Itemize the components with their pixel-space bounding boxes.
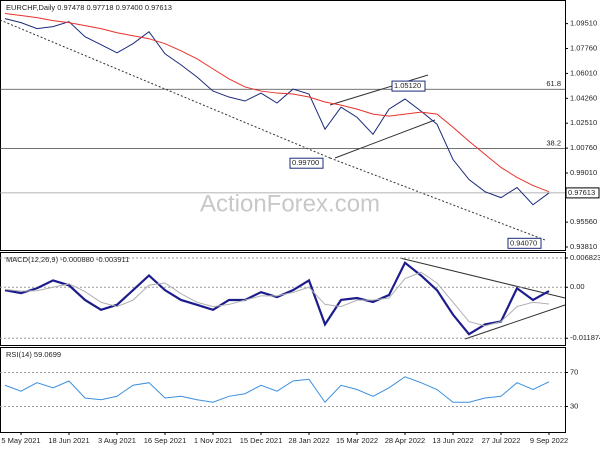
y-tick-label: 0.006823 [570, 253, 600, 262]
fib-label: 61.8 [546, 79, 561, 88]
y-tick-label: 0.99010 [570, 168, 597, 177]
annotation-box [391, 80, 426, 92]
price-legend: EURCHF,Daily 0.97478 0.97718 0.97400 0.9… [6, 3, 172, 12]
x-tick-label: 15 Dec 2021 [240, 436, 283, 445]
rsi-panel [0, 347, 566, 433]
series-line [4, 261, 550, 336]
y-tick-label: 0.00 [570, 282, 585, 291]
last-price-label: 0.97613 [568, 188, 595, 197]
x-tick-label: 27 Jul 2022 [482, 436, 521, 445]
annotation-label: 0.94070 [510, 238, 537, 247]
channel-line [334, 119, 436, 159]
annotation-label: 0.99700 [292, 158, 319, 167]
price-panel [0, 0, 566, 251]
y-tick-label: 0.93810 [570, 242, 597, 251]
channel-line [329, 74, 429, 106]
x-tick-label: 13 Jun 2022 [432, 436, 473, 445]
y-tick-label: 1.00760 [570, 143, 597, 152]
y-tick-label: 70 [570, 367, 578, 376]
x-tick-label: 9 Sep 2022 [530, 436, 568, 445]
y-tick-label: 1.06010 [570, 68, 597, 77]
series-line [4, 13, 550, 193]
y-tick-label: -0.011874 [570, 333, 600, 342]
annotation-box [507, 237, 542, 249]
x-tick-label: 28 Apr 2022 [385, 436, 425, 445]
macd-panel [0, 252, 566, 346]
macd-legend: MACD(12,26,9) -0.000880 -0.003911 [6, 255, 129, 264]
last-price-box [565, 187, 600, 199]
x-tick-label: 16 Sep 2021 [144, 436, 187, 445]
x-tick-label: 18 Jun 2021 [48, 436, 89, 445]
series-line [4, 376, 550, 404]
rsi-legend: RSI(14) 59.0699 [6, 350, 61, 359]
macd-trendline [464, 304, 566, 340]
y-tick-label: 1.04260 [570, 93, 597, 102]
y-tick-label: 0.95560 [570, 217, 597, 226]
y-tick-label: 30 [570, 401, 578, 410]
series-line [4, 18, 550, 206]
y-tick-label: 1.09510 [570, 19, 597, 28]
fib-label: 38.2 [546, 138, 561, 147]
macd-trendline [399, 257, 566, 299]
y-tick-label: 1.07760 [570, 44, 597, 53]
x-tick-label: 15 Mar 2022 [336, 436, 378, 445]
x-tick-label: 5 May 2021 [1, 436, 40, 445]
x-tick-label: 1 Nov 2021 [194, 436, 232, 445]
y-tick-label: 1.02510 [570, 118, 597, 127]
x-tick-label: 3 Aug 2021 [98, 436, 136, 445]
watermark: ActionForex.com [200, 190, 380, 217]
annotation-label: 1.05120 [394, 81, 421, 90]
annotation-box [289, 157, 324, 169]
x-tick-label: 28 Jan 2022 [288, 436, 329, 445]
series-line [4, 271, 550, 327]
